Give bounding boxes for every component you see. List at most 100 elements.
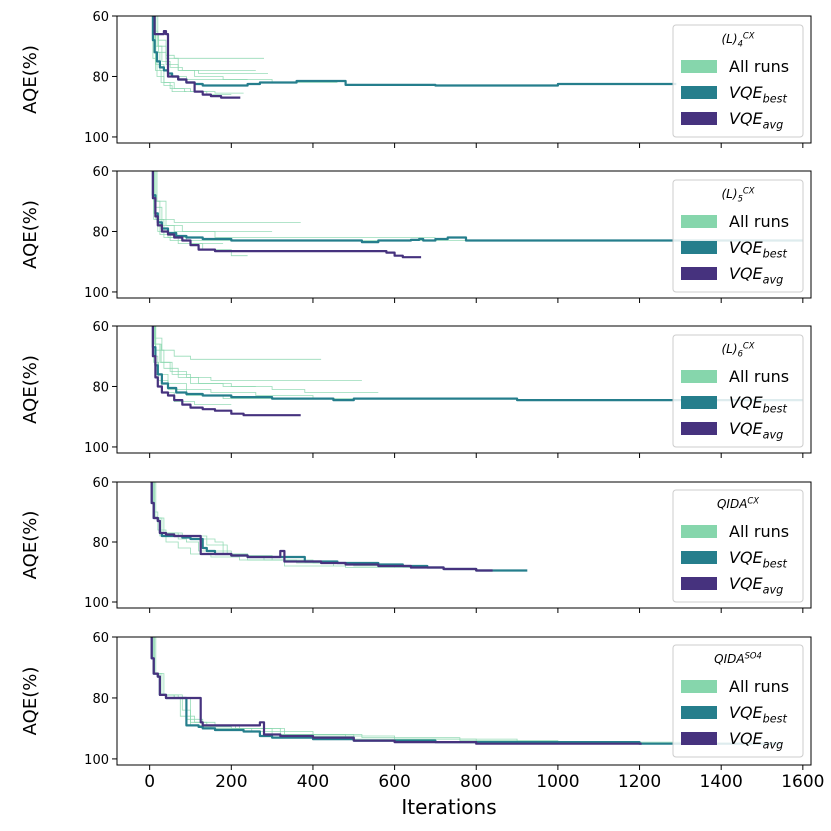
series-line-vqe-avg [150,482,493,572]
plot-area [151,326,803,417]
legend: (L)5CX All runs VQEbest VQEavg [672,179,804,293]
series-line-vqe-avg [150,637,642,745]
legend-entry: VQEavg [729,264,783,286]
y-tick-label: 60 [92,320,109,335]
y-tick-label: 80 [92,536,109,551]
legend-entry: All runs [729,522,789,541]
y-tick-label: 60 [92,476,109,491]
legend-swatch [681,551,717,564]
plot-area [151,171,803,259]
legend-entry: VQEbest [729,393,787,415]
legend: QIDACX All runs VQEbest VQEavg [672,489,804,603]
series-line-vqe-avg [153,16,241,99]
series-line-vqe-avg [151,326,301,417]
y-tick-label: 100 [84,596,109,611]
series-line-vqe-avg [151,171,422,259]
legend-box [672,489,804,603]
legend-box [672,179,804,293]
plot-area [151,16,677,99]
legend-entry: VQEbest [729,238,787,260]
all-runs-line-8 [155,16,232,95]
x-axis-label: Iterations [401,795,496,819]
y-tick-label: 60 [92,10,109,25]
legend-swatch [681,732,717,745]
axes-frame [116,636,812,766]
legend-entry: VQEavg [729,729,783,751]
y-axis-label: AQE(%) [20,667,41,736]
y-tick-label: 60 [92,631,109,646]
y-axis-label: AQE(%) [20,200,41,269]
legend-entry: All runs [729,367,789,386]
all-runs-line-3 [153,482,334,566]
y-tick-label: 80 [92,380,109,395]
series-line-vqe-best [150,482,528,572]
y-tick-label: 100 [84,441,109,456]
legend-title: QIDASO4 [714,650,762,666]
chart-panel-1: 60 80 100 AQE(%) (L)4CX All runs VQEbest VQEavg [20,10,812,148]
axes-frame [116,481,812,609]
legend-swatch [681,215,717,228]
series-line-vqe-best [151,16,677,87]
chart-panel-4: 60 80 100 AQE(%) QIDACX All runs VQEbest VQEavg [20,476,812,613]
legend-swatch [681,370,717,383]
legend-entry: VQEavg [729,419,783,441]
all-runs-line-2 [154,637,742,745]
all-runs-line-3 [153,637,346,738]
y-axis-label: AQE(%) [20,511,41,580]
axes-frame [116,15,812,144]
x-tick-label: 1000 [536,772,579,792]
legend-title: (L)6CX [722,340,755,358]
axes-frame [116,170,812,299]
all-runs-line-1 [153,482,273,561]
legend-swatch [681,112,717,125]
x-tick-label: 600 [378,772,410,792]
legend-entry: VQEavg [729,574,783,596]
y-tick-label: 80 [92,225,109,240]
all-runs-line-5 [156,171,436,238]
y-tick-label: 60 [92,165,109,180]
all-runs-line-2 [153,326,362,381]
legend-entry: All runs [729,212,789,231]
legend-box [672,644,804,758]
x-tick-label: 400 [297,772,329,792]
x-tick-label: 1400 [700,772,743,792]
legend-title: (L)4CX [722,30,755,48]
legend-swatch [681,267,717,280]
chart-panel-2: 60 80 100 AQE(%) (L)5CX All runs VQEbest VQEavg [20,165,812,303]
plot-area [150,482,528,572]
legend-entry: All runs [729,57,789,76]
legend-swatch [681,86,717,99]
legend-swatch [681,680,717,693]
legend-swatch [681,422,717,435]
legend-entry: VQEavg [729,109,783,131]
legend-swatch [681,525,717,538]
legend-swatch [681,706,717,719]
legend: (L)4CX All runs VQEbest VQEavg [672,24,804,138]
legend: (L)6CX All runs VQEbest VQEavg [672,334,804,448]
series-line-vqe-best [151,326,803,402]
legend-title: QIDACX [717,495,759,511]
legend-title: (L)5CX [722,185,755,203]
chart-panel-3: 60 80 100 AQE(%) (L)6CX All runs VQEbest VQEavg [20,320,812,458]
all-runs-line-7 [154,326,256,387]
all-runs-line-2 [154,482,395,568]
plot-area [150,637,783,745]
legend-box [672,24,804,138]
legend-box [672,334,804,448]
legend-swatch [681,577,717,590]
y-axis-label: AQE(%) [20,355,41,424]
x-tick-label: 800 [460,772,492,792]
y-tick-label: 100 [84,286,109,301]
all-runs-line-6 [153,326,330,399]
axes-frame [116,325,812,454]
x-tick-label: 0 [144,772,155,792]
legend-swatch [681,396,717,409]
x-tick-label: 1200 [618,772,661,792]
legend-swatch [681,241,717,254]
y-tick-label: 80 [92,70,109,85]
all-runs-line-4 [157,16,338,83]
x-tick-label: 1600 [781,772,824,792]
all-runs-line-2 [154,171,273,232]
